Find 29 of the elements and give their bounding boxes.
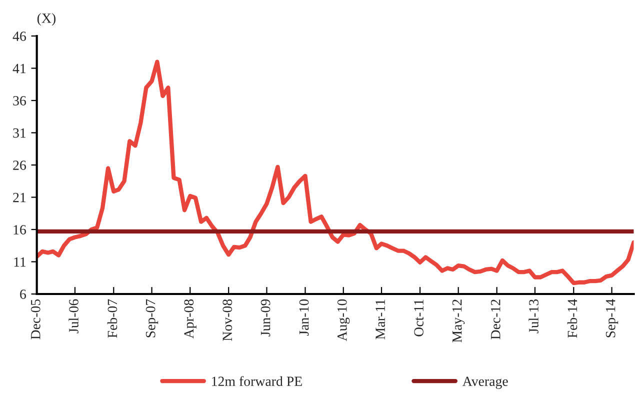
x-tick-label: Sep-14 <box>606 299 618 338</box>
x-tick-label: Jul-06 <box>68 299 78 334</box>
legend-label: Average <box>462 376 508 389</box>
x-tick-label: May-12 <box>452 300 465 342</box>
x-tick-label: Apr-08 <box>184 299 196 339</box>
y-tick-label: 11 <box>14 257 26 267</box>
y-tick-label: 16 <box>14 225 26 234</box>
line-series <box>36 60 634 286</box>
y-tick-label: 36 <box>13 96 26 106</box>
x-tick-label: Oct-11 <box>414 300 424 336</box>
y-tick-label: 46 <box>12 32 26 41</box>
y-tick-label: 31 <box>13 128 26 138</box>
y-tick-label: 26 <box>13 160 26 170</box>
x-tick-label: Nov-08 <box>222 299 232 341</box>
x-tick-label: Jun-09 <box>260 299 270 336</box>
x-tick-label: Sep-07 <box>146 299 158 338</box>
y-tick-label: 21 <box>13 192 26 202</box>
x-tick-label: Feb-07 <box>107 299 118 338</box>
x-tick-label: Feb-14 <box>567 299 578 338</box>
x-tick-label: Jul-13 <box>528 299 538 334</box>
x-tick-label: Jan-10 <box>299 299 309 336</box>
y-tick-label: 41 <box>12 64 26 74</box>
y-tick-label: 6 <box>20 290 26 299</box>
legend-label: 12m forward PE <box>212 376 302 386</box>
x-tick-label: Aug-10 <box>337 299 350 342</box>
x-tick-label: Dec-05 <box>30 299 40 340</box>
x-tick-label: Mar-11 <box>376 300 385 340</box>
x-tick-label: Dec-12 <box>490 300 500 340</box>
y-axis-title: (X) <box>37 13 56 26</box>
